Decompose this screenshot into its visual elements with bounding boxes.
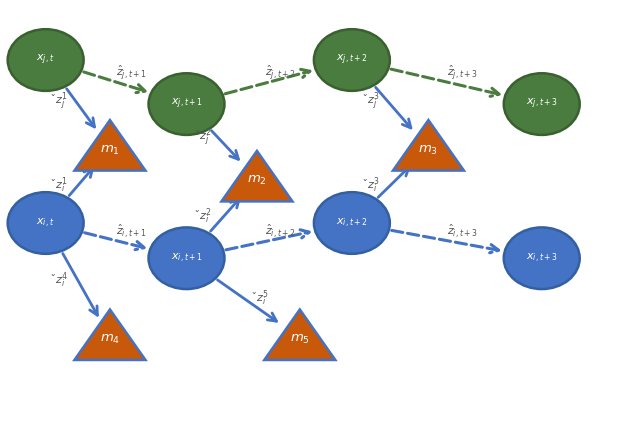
Polygon shape <box>265 310 336 360</box>
Text: $x_{i,t}$: $x_{i,t}$ <box>36 216 55 230</box>
Text: $\check{z}_j^3$: $\check{z}_j^3$ <box>363 91 380 113</box>
Ellipse shape <box>504 227 580 289</box>
Text: $\check{z}_i^3$: $\check{z}_i^3$ <box>363 176 380 195</box>
Ellipse shape <box>7 29 83 91</box>
Text: $\hat{z}_{i,t+1}$: $\hat{z}_{i,t+1}$ <box>116 222 147 240</box>
Text: $\check{z}_j^2$: $\check{z}_j^2$ <box>195 127 212 149</box>
Text: $\hat{z}_{i,t+3}$: $\hat{z}_{i,t+3}$ <box>447 222 478 240</box>
Ellipse shape <box>314 192 390 254</box>
Text: $x_{i,t+3}$: $x_{i,t+3}$ <box>526 252 557 265</box>
Text: $\hat{z}_{i,t+2}$: $\hat{z}_{i,t+2}$ <box>265 222 295 240</box>
Text: $x_{j,t+3}$: $x_{j,t+3}$ <box>526 97 557 112</box>
Text: $x_{j,t+1}$: $x_{j,t+1}$ <box>171 97 203 112</box>
Text: $x_{i,t+2}$: $x_{i,t+2}$ <box>336 216 368 230</box>
Polygon shape <box>221 151 292 202</box>
Ellipse shape <box>148 73 224 135</box>
Text: $\check{z}_i^5$: $\check{z}_i^5$ <box>252 288 269 308</box>
Text: $m_4$: $m_4$ <box>100 333 120 346</box>
Text: $\check{z}_j^1$: $\check{z}_j^1$ <box>51 91 68 113</box>
Text: $\hat{z}_{j,t+1}$: $\hat{z}_{j,t+1}$ <box>116 63 147 82</box>
Text: $\hat{z}_{j,t+3}$: $\hat{z}_{j,t+3}$ <box>447 63 478 82</box>
Ellipse shape <box>314 29 390 91</box>
Polygon shape <box>393 120 464 170</box>
Text: $x_{j,t+2}$: $x_{j,t+2}$ <box>336 53 368 67</box>
Text: $\check{z}_i^4$: $\check{z}_i^4$ <box>51 270 68 290</box>
Text: $m_5$: $m_5$ <box>290 333 310 346</box>
Ellipse shape <box>148 227 224 289</box>
Polygon shape <box>74 120 145 170</box>
Text: $x_{i,t+1}$: $x_{i,t+1}$ <box>171 252 203 265</box>
Text: $\check{z}_i^2$: $\check{z}_i^2$ <box>195 206 212 226</box>
Polygon shape <box>74 310 145 360</box>
Text: $m_2$: $m_2$ <box>247 174 267 187</box>
Text: $x_{j,t}$: $x_{j,t}$ <box>36 53 55 67</box>
Text: $m_3$: $m_3$ <box>418 144 438 157</box>
Ellipse shape <box>7 192 83 254</box>
Text: $m_1$: $m_1$ <box>100 144 120 157</box>
Ellipse shape <box>504 73 580 135</box>
Text: $\check{z}_i^1$: $\check{z}_i^1$ <box>51 176 68 195</box>
Text: $\hat{z}_{j,t+2}$: $\hat{z}_{j,t+2}$ <box>265 63 295 82</box>
